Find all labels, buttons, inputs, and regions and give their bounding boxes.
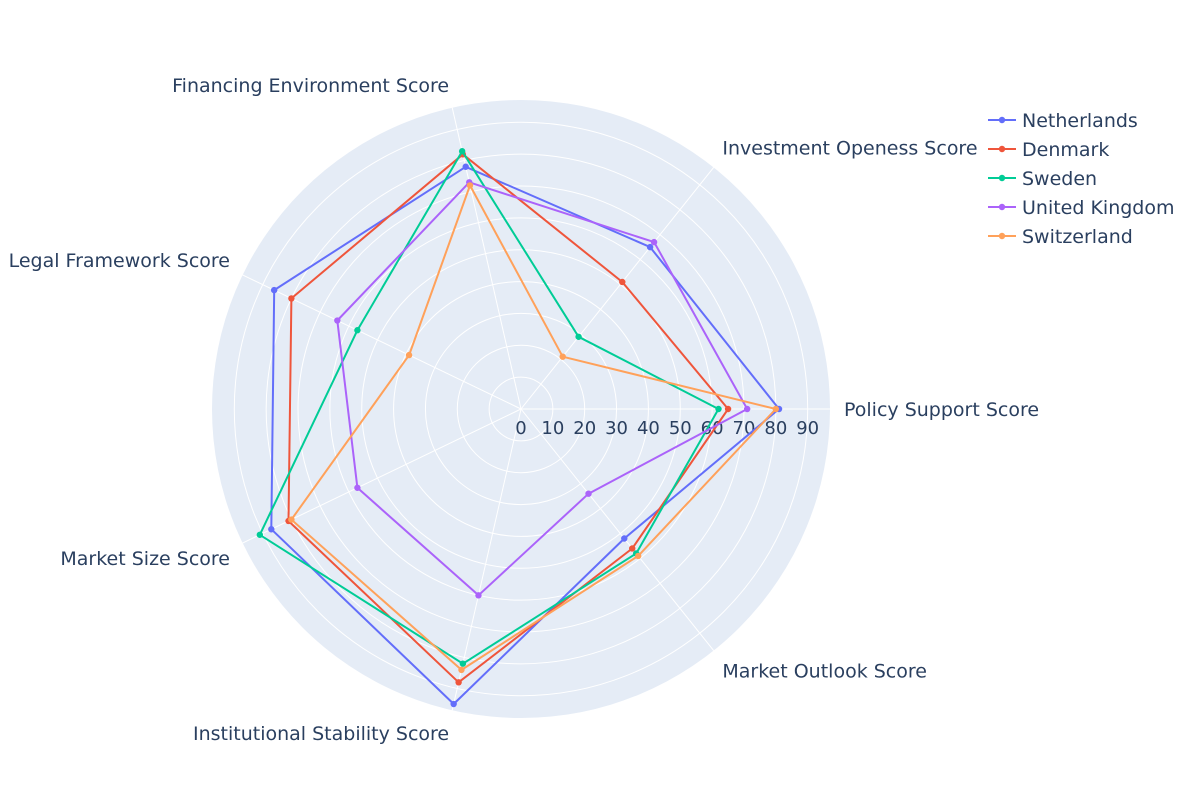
- legend-label: Switzerland: [1022, 226, 1133, 248]
- axis-label-financing-environment-score: Financing Environment Score: [172, 75, 449, 97]
- series-point-sweden-3[interactable]: [256, 531, 264, 538]
- legend-swatch-marker: [998, 232, 1006, 240]
- radial-tick-80: 80: [764, 418, 787, 439]
- legend-item-united-kingdom[interactable]: United Kingdom: [988, 197, 1175, 219]
- series-point-switzerland-4[interactable]: [405, 351, 413, 359]
- series-point-switzerland-6[interactable]: [559, 353, 566, 360]
- angular-axis-labels: Policy Support Score Market Outlook Score…: [9, 75, 1039, 745]
- series-line-netherlands: [270, 165, 780, 705]
- series-switzerland: [288, 182, 780, 674]
- series-line-united-kingdom: [336, 181, 749, 597]
- spoke-6: [520, 167, 715, 410]
- series-line-switzerland: [290, 184, 777, 671]
- legend-label: Denmark: [1022, 139, 1109, 161]
- series-point-netherlands-3[interactable]: [268, 526, 275, 533]
- series-point-united-kingdom-6[interactable]: [650, 238, 658, 246]
- legend-label: Sweden: [1022, 168, 1097, 190]
- series-point-united-kingdom-2[interactable]: [475, 592, 482, 599]
- series-point-united-kingdom-0[interactable]: [743, 405, 751, 413]
- series-point-denmark-4[interactable]: [288, 295, 295, 302]
- radial-tick-0: 0: [515, 418, 526, 439]
- axis-label-legal-framework-score: Legal Framework Score: [9, 250, 230, 272]
- series-traces: [256, 148, 783, 708]
- series-point-switzerland-0[interactable]: [772, 405, 780, 413]
- series-point-switzerland-1[interactable]: [634, 552, 642, 560]
- radial-tick-10: 10: [541, 418, 564, 439]
- series-point-united-kingdom-1[interactable]: [585, 490, 592, 497]
- series-point-netherlands-1[interactable]: [621, 535, 628, 542]
- series-sweden: [256, 148, 722, 667]
- legend-item-switzerland[interactable]: Switzerland: [988, 226, 1133, 248]
- series-line-sweden: [258, 150, 720, 665]
- legend-swatch-marker: [998, 116, 1006, 124]
- axis-label-policy-support-score: Policy Support Score: [844, 399, 1039, 421]
- spoke-5: [451, 107, 522, 410]
- radial-tick-30: 30: [605, 418, 628, 439]
- axis-label-market-size-score: Market Size Score: [60, 548, 230, 570]
- axis-label-institutional-stability-score: Institutional Stability Score: [193, 723, 449, 745]
- legend-label: Netherlands: [1022, 110, 1138, 132]
- series-line-denmark: [287, 153, 730, 684]
- axis-label-market-outlook-score: Market Outlook Score: [722, 661, 927, 683]
- spoke-2: [451, 408, 522, 711]
- series-point-denmark-6[interactable]: [619, 278, 626, 286]
- spoke-1: [520, 408, 715, 651]
- series-united-kingdom: [334, 179, 751, 599]
- legend-swatch-marker: [998, 203, 1006, 211]
- axis-label-investment-openess-score: Investment Openess Score: [722, 137, 977, 159]
- series-point-netherlands-5[interactable]: [462, 163, 469, 170]
- series-point-sweden-2[interactable]: [459, 660, 467, 667]
- legend-item-netherlands[interactable]: Netherlands: [988, 110, 1138, 132]
- legend[interactable]: Netherlands Denmark Sweden United Kingdom Sw…: [988, 110, 1175, 248]
- series-point-netherlands-4[interactable]: [270, 286, 278, 294]
- series-point-switzerland-3[interactable]: [288, 516, 295, 523]
- series-point-switzerland-5[interactable]: [466, 182, 474, 189]
- radial-tick-20: 20: [573, 418, 596, 439]
- series-point-sweden-5[interactable]: [458, 148, 466, 155]
- series-point-netherlands-6[interactable]: [646, 243, 654, 251]
- series-netherlands: [268, 163, 783, 708]
- series-point-denmark-2[interactable]: [455, 679, 462, 686]
- radial-tick-40: 40: [637, 418, 660, 439]
- series-point-sweden-0[interactable]: [715, 405, 722, 413]
- series-point-sweden-4[interactable]: [354, 327, 361, 334]
- legend-swatch-marker: [998, 145, 1006, 153]
- legend-label: United Kingdom: [1022, 197, 1175, 219]
- legend-swatch-marker: [998, 174, 1006, 182]
- series-point-denmark-0[interactable]: [724, 405, 732, 413]
- legend-item-sweden[interactable]: Sweden: [988, 168, 1097, 190]
- legend-item-denmark[interactable]: Denmark: [988, 139, 1109, 161]
- radial-tick-90: 90: [796, 418, 819, 439]
- series-point-united-kingdom-4[interactable]: [334, 317, 341, 324]
- series-point-sweden-6[interactable]: [575, 333, 582, 340]
- series-point-switzerland-2[interactable]: [458, 666, 465, 674]
- series-point-netherlands-2[interactable]: [450, 700, 457, 708]
- series-point-united-kingdom-3[interactable]: [354, 484, 361, 491]
- series-point-denmark-1[interactable]: [629, 545, 636, 552]
- radial-tick-50: 50: [669, 418, 692, 439]
